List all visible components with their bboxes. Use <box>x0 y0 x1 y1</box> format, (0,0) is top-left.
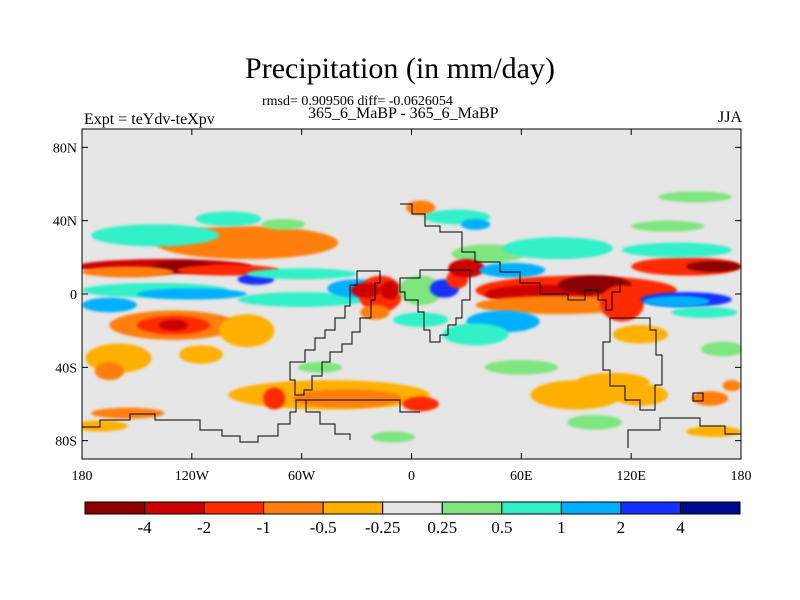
x-tick-label: 60E <box>510 469 533 484</box>
x-tick-label: 120E <box>616 469 646 484</box>
contour-region <box>219 314 275 348</box>
colorbar-label: -0.5 <box>310 518 337 537</box>
coastline-africa <box>399 269 471 343</box>
contour-region <box>691 391 729 406</box>
contour-region <box>406 200 436 216</box>
contour-region <box>398 275 443 306</box>
contour-region <box>479 262 546 278</box>
contour-region <box>600 284 644 322</box>
contour-region <box>82 420 128 432</box>
contour-region <box>360 305 390 320</box>
y-tick-label: 80N <box>53 141 77 156</box>
chart-title: Precipitation (in mm/day) <box>245 52 555 85</box>
contour-region <box>136 288 247 300</box>
contour-region <box>631 220 705 232</box>
x-tick-label: 60W <box>288 469 316 484</box>
colorbar: -4 -2 -1 -0.5 -0.25 0.25 0.5 1 2 4 <box>84 501 741 537</box>
colorbar-swatch <box>560 501 622 515</box>
contour-region <box>503 237 613 260</box>
x-tick-label: 180 <box>731 469 752 484</box>
contour-region <box>612 325 668 344</box>
coastline-south-america <box>289 270 381 396</box>
contour-region <box>402 396 439 412</box>
contour-region <box>91 224 220 247</box>
coastline-layer <box>82 203 741 448</box>
contour-region <box>82 297 137 313</box>
colorbar-swatch <box>620 501 681 515</box>
contour-region <box>448 259 485 278</box>
contour-region <box>261 218 306 230</box>
colorbar-label: -4 <box>137 518 152 537</box>
colorbar-swatch <box>322 501 384 515</box>
contour-region <box>686 261 741 272</box>
y-tick-label: 80S <box>55 435 77 450</box>
plot-area <box>81 128 742 460</box>
contour-region <box>94 361 125 381</box>
colorbar-swatch <box>441 501 503 515</box>
contour-fill-layer <box>82 191 741 443</box>
coastline-weddell <box>306 399 420 413</box>
coastline-pacific-island <box>692 392 704 402</box>
coastline-europe-asia <box>400 203 621 311</box>
contour-region <box>442 323 509 346</box>
contour-region <box>380 281 399 300</box>
colorbar-label: 0.5 <box>491 518 512 537</box>
contour-region <box>622 242 732 258</box>
colorbar-swatch <box>501 501 562 515</box>
experiment-label: Expt = teYdv-teXpv <box>84 111 215 128</box>
colorbar-swatch <box>679 501 741 515</box>
contour-region <box>246 268 357 280</box>
contour-region <box>722 380 741 392</box>
contour-region <box>179 345 223 364</box>
contour-region <box>460 218 491 230</box>
contour-region <box>371 431 416 443</box>
colorbar-swatch <box>84 501 146 515</box>
y-tick-label: 40N <box>53 215 77 230</box>
coastline-antarctica <box>82 399 351 443</box>
contour-region <box>91 407 165 419</box>
contour-region <box>700 341 741 357</box>
stats-subtitle: rmsd= 0.909506 diff= -0.0626054 <box>262 94 453 109</box>
contour-region <box>298 361 342 373</box>
x-tick-label: 0 <box>408 469 415 484</box>
colorbar-swatch <box>203 501 265 515</box>
colorbar-label: 0.25 <box>427 518 457 537</box>
x-tick-label: 120W <box>175 469 210 484</box>
contour-region <box>263 387 286 410</box>
colorbar-label: 1 <box>557 518 566 537</box>
contour-region <box>658 191 732 203</box>
colorbar-label: -0.25 <box>365 518 400 537</box>
colorbar-swatch <box>263 501 324 515</box>
coastline-australia <box>602 317 663 411</box>
contour-region <box>643 295 710 307</box>
season-label: JJA <box>717 109 742 126</box>
contour-region <box>393 312 449 327</box>
contour-region <box>351 283 381 298</box>
contour-region <box>82 266 174 278</box>
colorbar-swatch <box>382 501 443 515</box>
colorbar-label: 2 <box>617 518 626 537</box>
colorbar-label: -2 <box>197 518 211 537</box>
contour-region <box>686 426 741 437</box>
contour-region <box>195 211 262 227</box>
contour-region <box>237 292 366 307</box>
colorbar-label: -1 <box>257 518 271 537</box>
y-tick-label: 0 <box>70 288 77 303</box>
axes-layer: 180 120W 60W 0 60E 120E 180 80N 40N 0 40S 80S <box>53 129 752 484</box>
x-tick-label: 180 <box>72 469 93 484</box>
contour-region <box>158 319 189 331</box>
contour-region <box>567 415 623 430</box>
contour-region <box>484 360 558 375</box>
contour-region <box>292 389 403 408</box>
colorbar-swatch <box>144 501 205 515</box>
case-subtitle: 365_6_MaBP - 365_6_MaBP <box>308 105 499 122</box>
colorbar-label: 4 <box>676 518 685 537</box>
y-tick-label: 40S <box>55 361 77 376</box>
contour-region <box>671 306 738 318</box>
coastline-antarctica-east <box>627 417 741 448</box>
